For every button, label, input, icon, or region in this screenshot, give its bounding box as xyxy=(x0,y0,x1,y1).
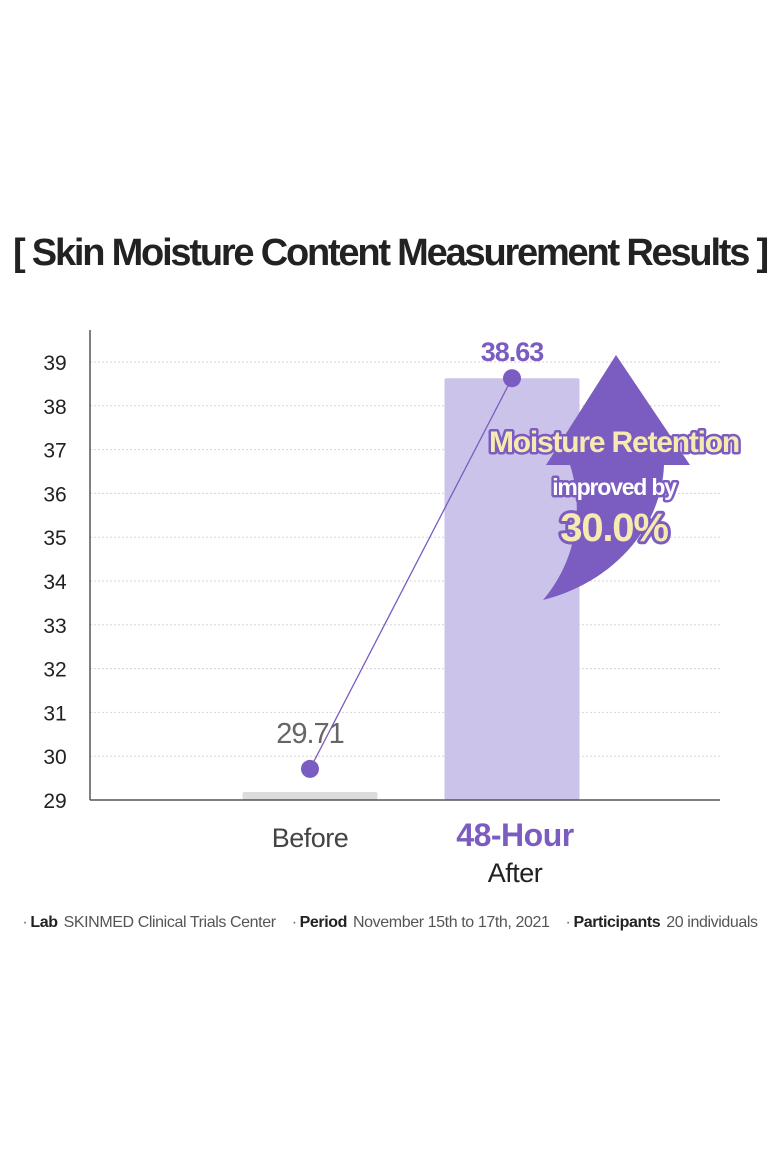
y-tick-label: 30 xyxy=(43,746,66,769)
up-arrow-icon xyxy=(543,355,690,600)
category-label-after: After xyxy=(487,858,543,888)
data-point-after xyxy=(503,369,521,388)
study-info-footer: · Lab SKINMED Clinical Trials Center · Peri… xyxy=(0,914,780,932)
footer-participants: · Participants 20 individuals xyxy=(565,914,758,931)
chart-title: [ Skin Moisture Content Measurement Resu… xyxy=(12,232,769,274)
y-tick-label: 39 xyxy=(43,352,66,375)
value-label-after: 38.63 xyxy=(481,337,545,367)
y-tick-label: 37 xyxy=(43,440,66,463)
annotation-moisture-retention: Moisture Retention xyxy=(489,426,739,459)
y-tick-label: 33 xyxy=(43,615,66,638)
value-label-before: 29.71 xyxy=(276,718,344,750)
footer-period: · Period November 15th to 17th, 2021 xyxy=(291,914,550,931)
annotation-improved-by: improved by xyxy=(552,474,677,500)
category-label-after-title: 48-Hour xyxy=(456,817,574,853)
annotation-percent: 30.0% xyxy=(560,506,668,550)
y-tick-label: 36 xyxy=(43,483,66,506)
category-label-before: Before xyxy=(271,823,349,853)
y-tick-label: 29 xyxy=(43,790,66,813)
y-tick-label: 31 xyxy=(43,702,66,725)
data-point-before xyxy=(301,759,319,778)
y-tick-label: 38 xyxy=(43,396,66,419)
y-tick-label: 32 xyxy=(43,659,66,682)
y-tick-label: 34 xyxy=(43,571,67,594)
bar-after xyxy=(444,378,580,800)
y-tick-label: 35 xyxy=(43,527,66,550)
footer-lab: · Lab SKINMED Clinical Trials Center xyxy=(22,914,276,931)
bar-before xyxy=(242,792,378,800)
connector-line xyxy=(309,377,513,770)
